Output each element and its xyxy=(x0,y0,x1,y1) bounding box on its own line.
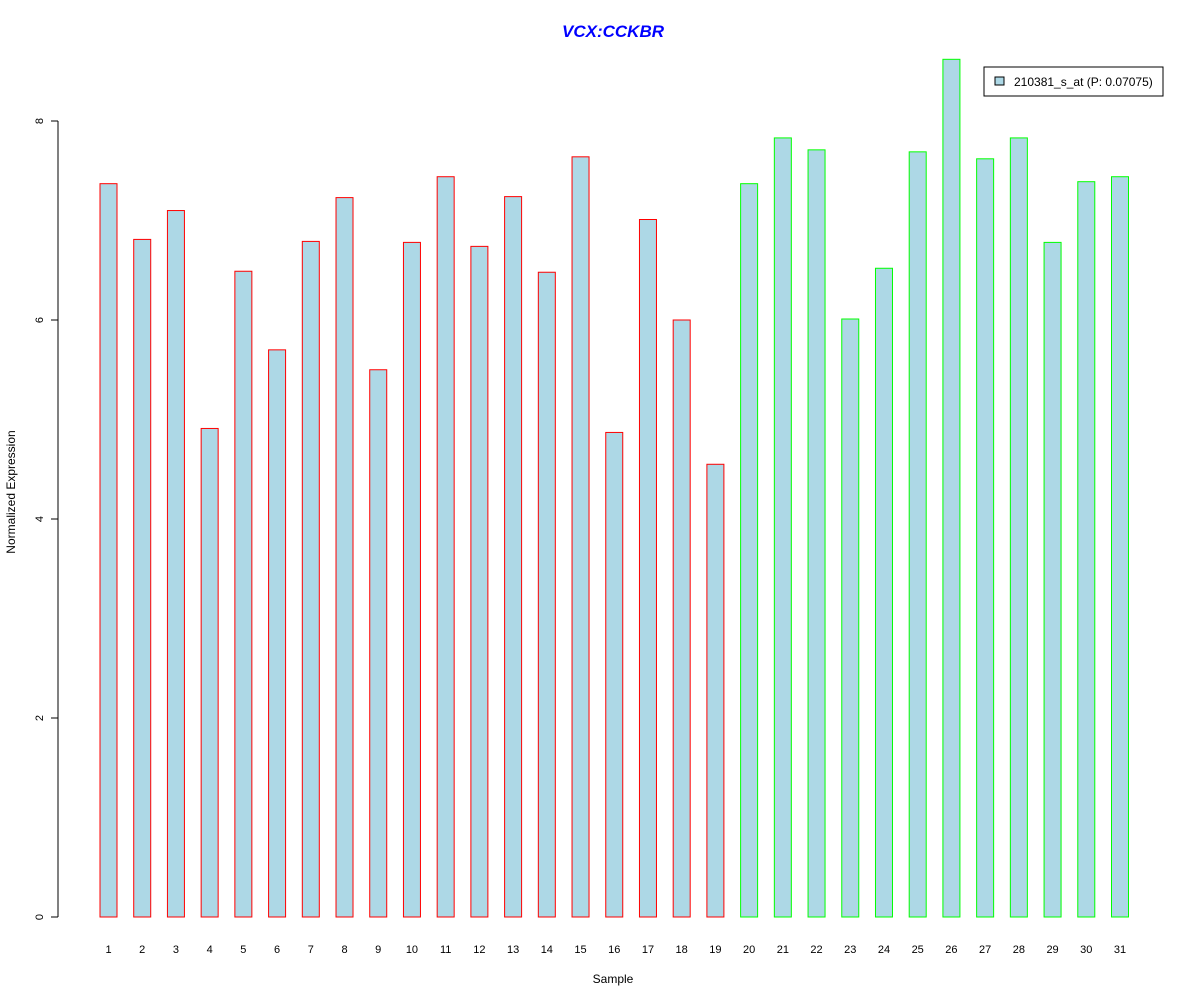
y-axis: 0 2 4 6 8 xyxy=(34,118,59,920)
legend-swatch xyxy=(994,76,1005,86)
x-tick-labels: 1 2 3 4 5 6 7 8 9 10 11 12 13 14 15 16 17 18 19 20 21 22 23 24 2… xyxy=(105,944,1126,956)
bar-sample-31 xyxy=(1111,176,1129,918)
y-tick-label: 6 xyxy=(34,317,46,323)
x-tick-label: 12 xyxy=(473,944,485,956)
x-tick-label: 31 xyxy=(1114,944,1126,956)
bar-sample-14 xyxy=(537,271,556,918)
bar-sample-30 xyxy=(1077,181,1096,918)
x-tick-label: 6 xyxy=(274,944,280,956)
x-tick-label: 13 xyxy=(507,944,519,956)
y-tick-label: 8 xyxy=(34,118,46,124)
x-tick-label: 20 xyxy=(743,944,755,956)
x-tick-label: 28 xyxy=(1013,944,1025,956)
x-tick-label: 21 xyxy=(777,944,789,956)
y-axis-label: Normalized Expression xyxy=(4,430,18,553)
x-tick-label: 19 xyxy=(709,944,721,956)
bar-sample-26 xyxy=(942,58,961,918)
bar-sample-29 xyxy=(1043,241,1062,918)
y-tick-label: 0 xyxy=(34,914,46,920)
bar-sample-9 xyxy=(369,369,388,918)
x-tick-label: 10 xyxy=(406,944,418,956)
x-tick-label: 22 xyxy=(810,944,822,956)
x-tick-label: 7 xyxy=(308,944,314,956)
x-axis-label: Sample xyxy=(593,972,634,986)
x-tick-label: 11 xyxy=(440,944,451,956)
y-tick-label: 2 xyxy=(34,715,46,721)
bar-sample-23 xyxy=(841,318,860,918)
bar-sample-28 xyxy=(1009,137,1028,918)
bar-sample-18 xyxy=(672,319,691,918)
x-tick-label: 9 xyxy=(375,944,381,956)
bar-sample-20 xyxy=(740,183,759,918)
x-tick-label: 16 xyxy=(608,944,620,956)
x-tick-label: 15 xyxy=(574,944,586,956)
bar-sample-22 xyxy=(807,149,826,918)
bar-sample-4 xyxy=(200,427,219,918)
bar-sample-16 xyxy=(605,431,624,918)
bar-sample-13 xyxy=(504,196,523,918)
bar-sample-17 xyxy=(638,219,657,918)
legend-label: 210381_s_at (P: 0.07075) xyxy=(1014,75,1153,89)
bar-sample-1 xyxy=(99,183,118,918)
x-tick-label: 2 xyxy=(139,944,145,956)
x-tick-label: 14 xyxy=(541,944,553,956)
bar-sample-15 xyxy=(571,156,590,918)
legend: 210381_s_at (P: 0.07075) xyxy=(983,66,1164,97)
bar-sample-3 xyxy=(166,210,185,918)
x-tick-label: 29 xyxy=(1046,944,1058,956)
x-tick-label: 4 xyxy=(207,944,213,956)
bar-sample-24 xyxy=(874,267,893,918)
bar-sample-2 xyxy=(133,238,152,918)
x-tick-label: 18 xyxy=(676,944,688,956)
x-tick-label: 3 xyxy=(173,944,179,956)
x-tick-label: 24 xyxy=(878,944,890,956)
bars xyxy=(99,58,1129,918)
x-tick-label: 26 xyxy=(945,944,957,956)
bar-sample-11 xyxy=(436,176,455,918)
bar-sample-7 xyxy=(301,240,320,918)
bar-sample-6 xyxy=(268,349,287,918)
bar-sample-19 xyxy=(706,463,725,918)
bar-sample-27 xyxy=(976,158,995,918)
x-tick-label: 30 xyxy=(1080,944,1092,956)
bar-sample-8 xyxy=(335,197,354,918)
x-tick-label: 17 xyxy=(642,944,654,956)
y-tick-label: 4 xyxy=(34,516,46,522)
x-tick-label: 8 xyxy=(341,944,347,956)
x-tick-label: 1 xyxy=(105,944,111,956)
bar-sample-21 xyxy=(773,137,792,918)
bar-sample-25 xyxy=(908,151,927,918)
bar-sample-10 xyxy=(402,241,421,918)
x-tick-label: 23 xyxy=(844,944,856,956)
bar-sample-5 xyxy=(234,270,253,918)
x-tick-label: 5 xyxy=(240,944,246,956)
x-tick-label: 27 xyxy=(979,944,991,956)
chart-title: VCX:CCKBR xyxy=(562,22,665,41)
x-tick-label: 25 xyxy=(912,944,924,956)
bar-sample-12 xyxy=(470,245,489,918)
